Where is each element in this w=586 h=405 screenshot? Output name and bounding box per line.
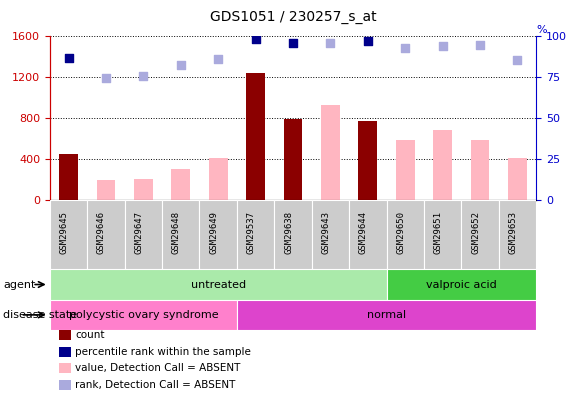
Point [251,36,260,42]
Bar [172,169,190,200]
Bar [50,300,237,330]
Text: count: count [75,330,104,340]
Text: GSM29647: GSM29647 [134,211,144,254]
Bar [199,200,237,269]
Text: GSM29645: GSM29645 [60,211,69,254]
Text: normal: normal [367,310,406,320]
Bar [284,119,302,200]
Bar [59,154,78,200]
Bar [246,73,265,200]
Text: value, Detection Call = ABSENT: value, Detection Call = ABSENT [75,363,240,373]
Text: valproic acid: valproic acid [426,279,497,290]
Text: GSM29652: GSM29652 [471,211,480,254]
Text: GDS1051 / 230257_s_at: GDS1051 / 230257_s_at [210,10,376,24]
Text: rank, Detection Call = ABSENT: rank, Detection Call = ABSENT [75,380,236,390]
Point [513,57,522,63]
Point [101,75,111,81]
Bar [50,200,87,269]
Bar [237,300,536,330]
Text: percentile rank within the sample: percentile rank within the sample [75,347,251,357]
Text: GSM29648: GSM29648 [172,211,180,254]
Bar [424,200,461,269]
Bar [312,200,349,269]
Bar [461,200,499,269]
Bar [134,179,153,200]
Text: GSM29644: GSM29644 [359,211,368,254]
Point [176,62,185,68]
Point [475,41,485,48]
Bar [162,200,199,269]
Text: disease state: disease state [3,310,77,320]
Bar [321,105,340,200]
Bar [471,140,489,200]
Bar [499,200,536,269]
Bar [97,180,115,200]
Text: agent: agent [3,279,35,290]
Bar [274,200,312,269]
Bar [87,200,125,269]
Text: GSM29650: GSM29650 [396,211,406,254]
Bar [387,269,536,300]
Text: %: % [536,25,547,35]
Text: untreated: untreated [190,279,246,290]
Point [139,72,148,79]
Point [438,43,447,49]
Bar [237,200,274,269]
Text: polycystic ovary syndrome: polycystic ovary syndrome [69,310,218,320]
Text: GSM29649: GSM29649 [209,211,218,254]
Bar [125,200,162,269]
Bar [396,140,415,200]
Bar [209,158,227,200]
Bar [50,269,387,300]
Bar [349,200,387,269]
Point [288,39,298,46]
Text: GSM29638: GSM29638 [284,211,293,254]
Point [64,55,73,61]
Bar [359,121,377,200]
Text: GSM29537: GSM29537 [247,211,255,254]
Text: GSM29653: GSM29653 [509,211,517,254]
Point [401,45,410,51]
Bar [387,200,424,269]
Point [213,56,223,62]
Point [326,39,335,46]
Text: GSM29643: GSM29643 [321,211,331,254]
Bar [433,130,452,200]
Point [363,38,373,44]
Text: GSM29646: GSM29646 [97,211,106,254]
Bar [508,158,527,200]
Text: GSM29651: GSM29651 [434,211,442,254]
